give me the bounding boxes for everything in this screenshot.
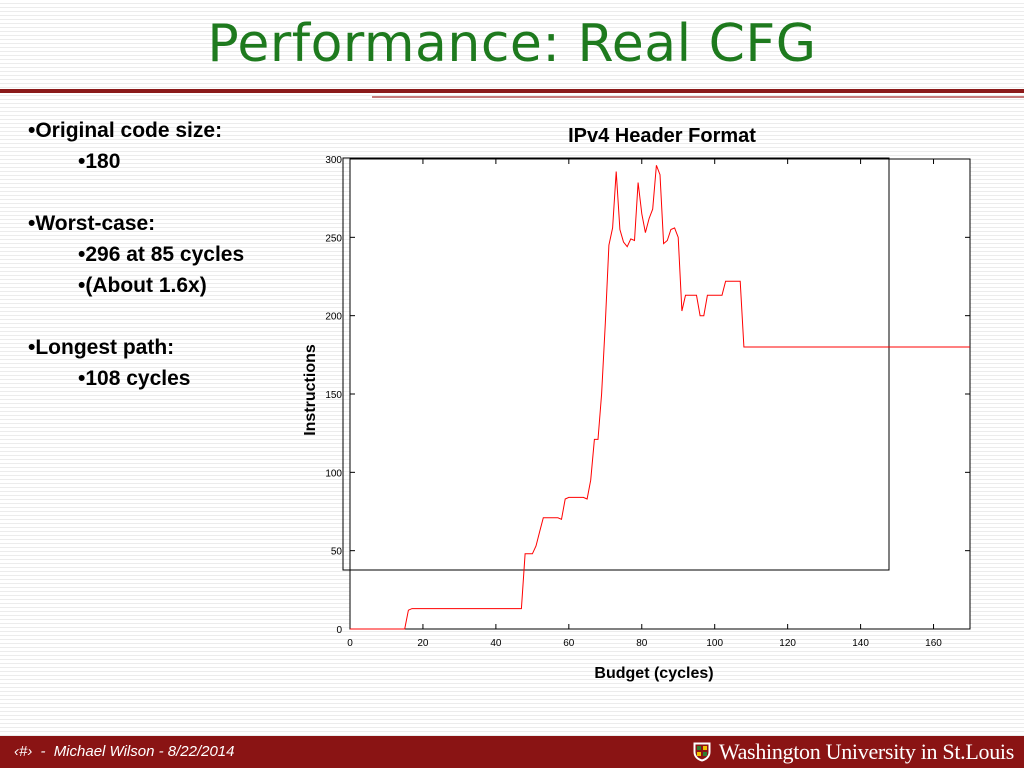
slide-number: ‹#› xyxy=(14,743,33,760)
bullet-list: •Original code size: •180 •Worst-case: •296… xyxy=(28,115,298,394)
x-tick-label: 160 xyxy=(925,638,942,649)
footer-bar: ‹#› - Michael Wilson - 8/22/2014 Washing… xyxy=(0,736,1024,768)
y-tick-label: 300 xyxy=(325,155,342,166)
footer-text: ‹#› - Michael Wilson - 8/22/2014 xyxy=(14,743,234,760)
y-tick-label: 0 xyxy=(336,625,342,636)
x-tick-label: 120 xyxy=(779,638,796,649)
slide-title: Performance: Real CFG xyxy=(207,14,817,74)
bullet-item: •Original code size: xyxy=(28,119,223,142)
y-tick-label: 250 xyxy=(325,233,342,244)
chart: IPv4 Header Format 0 20 40 60 80 100 120 140 160 0… xyxy=(302,125,971,682)
y-tick-label: 150 xyxy=(325,390,342,401)
x-axis-label: Budget (cycles) xyxy=(594,665,713,682)
x-tick-label: 60 xyxy=(563,638,575,649)
bullet-item: •Longest path: xyxy=(28,336,175,359)
series-line-0 xyxy=(350,165,970,630)
x-tick-label: 0 xyxy=(347,638,353,649)
sub-bullet-item: •(About 1.6x) xyxy=(78,274,207,297)
y-tick-label: 100 xyxy=(325,468,342,479)
chart-title: IPv4 Header Format xyxy=(568,125,756,147)
sub-bullet-item: •180 xyxy=(78,150,121,173)
plot-area xyxy=(349,158,971,630)
university-logo: Washington University in St.Louis xyxy=(693,739,1014,764)
shield-icon xyxy=(693,742,711,762)
y-tick-label: 200 xyxy=(325,312,342,323)
title-rule xyxy=(0,89,1024,93)
logo-text: Washington University in St.Louis xyxy=(718,739,1014,764)
x-tick-label: 40 xyxy=(490,638,502,649)
bullet-item: •Worst-case: xyxy=(28,212,156,235)
title-rule-accent xyxy=(372,96,1024,98)
x-tick-label: 80 xyxy=(636,638,648,649)
footer-separator: - xyxy=(40,743,46,760)
footer-author-date: Michael Wilson - 8/22/2014 xyxy=(53,743,235,760)
sub-bullet-item: •108 cycles xyxy=(78,367,191,390)
inset-frame xyxy=(342,157,890,571)
y-tick-label: 50 xyxy=(331,547,343,558)
x-tick-label: 20 xyxy=(417,638,429,649)
x-tick-label: 100 xyxy=(706,638,723,649)
y-axis-label: Instructions xyxy=(302,344,319,436)
x-tick-label: 140 xyxy=(852,638,869,649)
sub-bullet-item: •296 at 85 cycles xyxy=(78,243,245,266)
